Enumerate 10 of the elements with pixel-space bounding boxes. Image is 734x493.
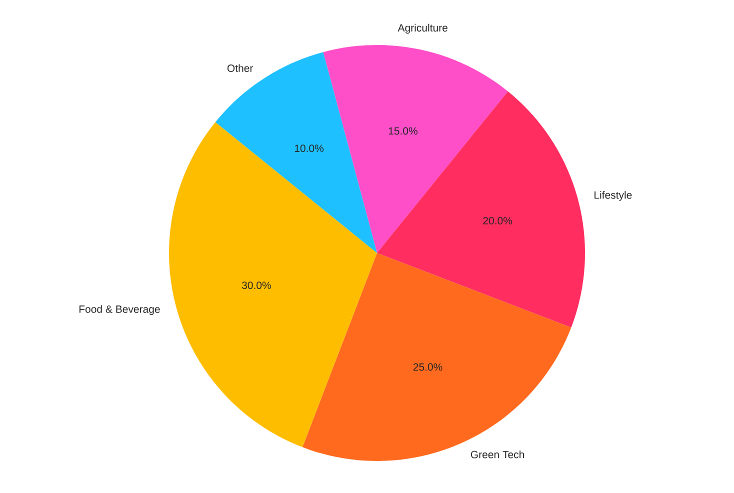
- data-label: 20.0%: [483, 216, 512, 224]
- data-label: 10.0%: [294, 144, 324, 152]
- slice-label: Lifestyle: [594, 191, 632, 201]
- slice-label: Food & Beverage: [79, 305, 160, 315]
- slice-label: Other: [227, 64, 254, 72]
- slice-label: Green Tech: [470, 450, 524, 458]
- data-label: 30.0%: [242, 282, 271, 290]
- slice-label: Agriculture: [398, 24, 448, 34]
- data-label: 15.0%: [388, 127, 418, 135]
- data-label: 25.0%: [413, 363, 442, 371]
